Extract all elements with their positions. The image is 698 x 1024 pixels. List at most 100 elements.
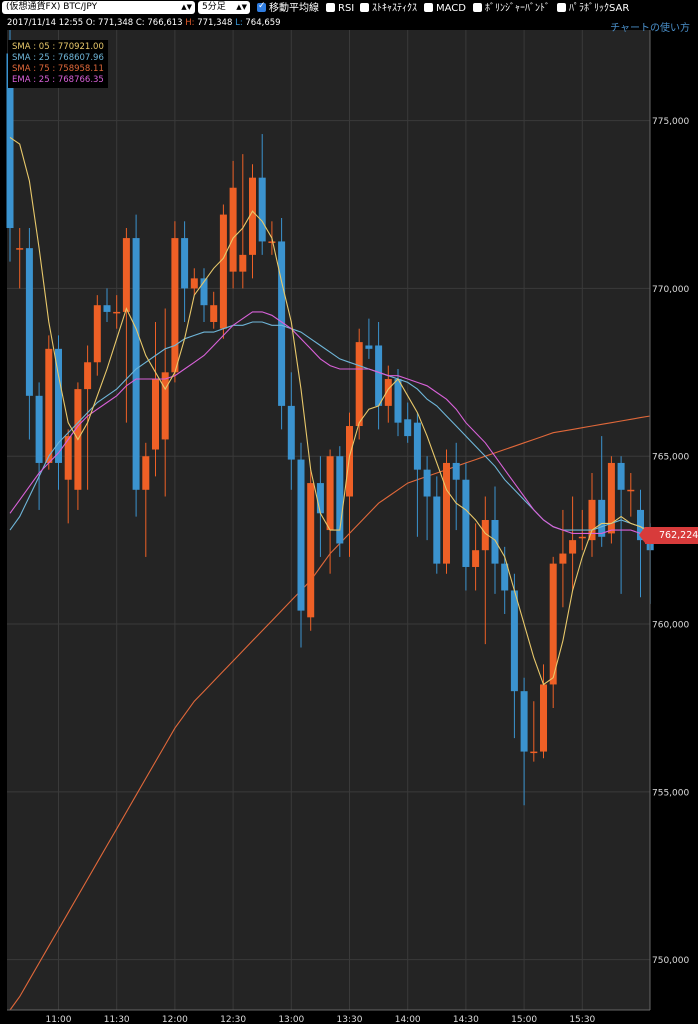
high-value: 771,348 [197,18,233,28]
candle-body [307,483,315,618]
option-label: 移動平均線 [269,3,319,14]
candle-body [413,422,421,470]
checkbox-icon[interactable] [557,3,566,12]
low-value: 764,659 [245,18,281,28]
option-parabolic-sar[interactable]: ﾊﾟﾗﾎﾞﾘｯｸSAR [557,2,629,15]
candle [588,473,596,557]
candle-body [394,379,402,423]
candle-body [588,499,596,541]
x-tick-label: 14:30 [453,1015,479,1024]
candle [375,321,383,430]
candle-body [142,456,150,490]
candle-body [84,362,92,390]
candle-body [103,305,111,312]
chart-help-link[interactable]: チャートの使い方 [610,23,690,34]
candle-body [239,254,247,272]
candle [249,164,256,279]
option-macd[interactable]: MACD [424,2,466,15]
candle-body [152,379,159,450]
candle [413,412,421,537]
candle-body [404,419,412,437]
candle-body [637,509,644,541]
close-label: C: [135,18,145,28]
candle-body [607,462,615,534]
legend-sma25: SMA : 25 : 768607.96 [12,53,104,63]
candle [326,449,334,574]
candle-body [472,550,480,567]
candle [549,556,557,708]
candle [171,221,179,383]
candle [113,295,121,329]
ma-lines-layer [9,136,651,686]
x-axis: 11:00 11:30 12:00 12:30 13:00 13:30 14:00 14:30… [7,1009,650,1024]
option-moving-average[interactable]: 移動平均線 [257,0,319,15]
candle-body [122,238,130,312]
candle-body [132,238,140,490]
candle [443,449,450,574]
series-line-sma05 [9,136,651,686]
candle [239,154,247,289]
candle-body [443,462,450,564]
checkbox-icon[interactable] [424,3,433,12]
symbol-select[interactable]: (仮想通貨FX) BTC/JPY ▲▼ [2,1,195,14]
y-tick-label: 760,000 [652,621,689,631]
y-tick-label: 755,000 [652,788,689,798]
x-tick-label: 13:00 [278,1015,304,1024]
interval-select[interactable]: 5分足 ▲▼ [198,1,250,14]
candle-body [549,563,557,685]
candle-body [384,379,392,406]
x-tick-label: 12:30 [220,1015,246,1024]
candle-body [433,496,441,564]
y-tick-label: 770,000 [652,285,689,295]
candle-body [16,248,24,250]
checkbox-icon[interactable] [473,3,482,12]
candle-body [365,345,373,349]
x-tick-label: 13:30 [337,1015,363,1024]
open-value: 771,348 [98,18,134,28]
checkbox-icon[interactable] [360,3,369,12]
candle [278,217,286,430]
candle-body [559,553,567,564]
legend-sma05: SMA : 05 : 770921.00 [12,42,104,52]
candle [16,228,24,289]
candle-body [190,278,198,289]
candle [617,456,625,594]
select-arrow-icon: ▲▼ [236,3,247,11]
option-bollinger[interactable]: ﾎﾞﾘﾝｼﾞｬｰﾊﾞﾝﾄﾞ [473,2,550,15]
candle [404,402,412,443]
x-tick-label: 11:00 [46,1015,72,1024]
checkbox-icon[interactable] [326,3,335,12]
candle [122,228,130,423]
candlestick-chart[interactable]: 750,000 755,000 760,000 765,000 770,000 775,0… [0,17,698,1024]
option-rsi[interactable]: RSI [326,2,354,15]
candle [142,442,150,557]
candle [25,228,33,440]
candle [559,509,567,608]
candle [190,268,198,296]
open-label: O: [85,18,96,28]
high-label: H: [185,18,195,28]
option-label: ﾎﾞﾘﾝｼﾞｬｰﾊﾞﾝﾄﾞ [485,3,550,14]
candle [45,335,53,470]
candle-body [258,177,266,242]
option-stochastics[interactable]: ｽﾄｷｬｽﾃｨｸｽ [360,2,417,15]
candle-body [627,489,635,492]
option-label: ﾊﾟﾗﾎﾞﾘｯｸSAR [569,3,630,14]
candle [55,335,62,490]
y-tick-label: 775,000 [652,117,689,127]
candle [598,436,606,547]
candle-body [181,238,189,289]
checkbox-checked-icon[interactable] [257,0,266,13]
candle [423,456,431,541]
candle-body [462,479,470,567]
candle-body [510,590,518,692]
candle-body [355,342,363,427]
option-label: RSI [338,3,355,14]
indicator-legend: SMA : 05 : 770921.00 SMA : 25 : 768607.9… [8,40,108,88]
candle-body [268,241,276,243]
x-tick-label: 12:00 [162,1015,188,1024]
toolbar: (仮想通貨FX) BTC/JPY ▲▼ 5分足 ▲▼ 移動平均線 RSI ｽﾄｷ… [0,0,698,17]
candle-body [481,520,489,551]
candle-body [326,456,334,531]
candle-body [55,348,62,463]
